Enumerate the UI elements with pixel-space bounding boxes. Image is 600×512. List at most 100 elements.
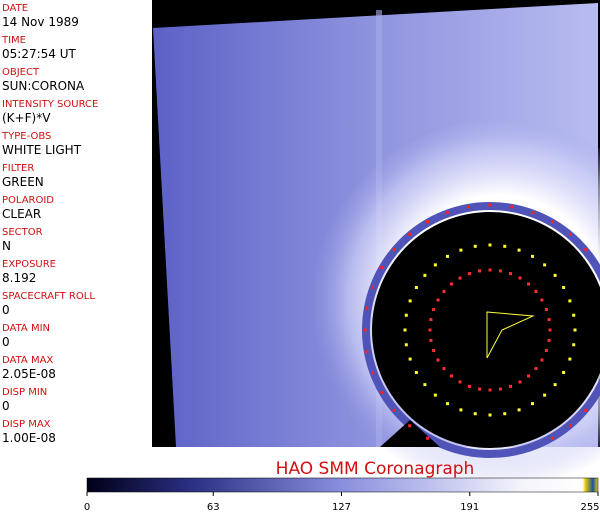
marker-dot — [432, 307, 436, 311]
marker-dot — [498, 387, 502, 391]
field-value: 05:27:54 UT — [2, 47, 76, 61]
marker-dot — [380, 391, 384, 394]
marker-dot — [547, 338, 551, 342]
marker-dot — [547, 318, 551, 322]
field-label: FILTER — [2, 163, 35, 174]
tick-label: 127 — [332, 502, 351, 512]
field-label: INTENSITY SOURCE — [2, 99, 99, 110]
marker-dot — [392, 248, 396, 252]
marker-dot — [408, 357, 412, 361]
marker-dot — [553, 383, 557, 387]
field-label: SECTOR — [2, 227, 43, 238]
marker-dot — [458, 380, 462, 384]
field-label: TIME — [2, 35, 27, 46]
marker-dot — [478, 269, 482, 273]
marker-dot — [404, 343, 408, 347]
marker-dot — [488, 388, 492, 392]
field-value: 1.00E-08 — [2, 431, 56, 445]
field-value: 0 — [2, 303, 10, 317]
marker-dot — [534, 367, 538, 371]
sector-outline — [486, 311, 535, 359]
marker-dot — [527, 282, 531, 286]
marker-dot — [449, 374, 453, 378]
marker-dot — [568, 299, 572, 303]
marker-dot — [408, 299, 412, 303]
marker-dot — [544, 349, 548, 353]
marker-dot — [365, 350, 369, 354]
marker-dot — [503, 244, 507, 248]
marker-dot — [446, 402, 449, 406]
marker-dot — [428, 328, 432, 332]
marker-dot — [498, 269, 502, 273]
marker-dot — [544, 307, 548, 311]
marker-dot — [543, 263, 547, 267]
marker-dot — [517, 248, 521, 252]
marker-dot — [584, 408, 588, 412]
colorbar — [86, 477, 599, 493]
field-value: 8.192 — [2, 271, 37, 285]
marker-dot — [442, 289, 446, 293]
marker-dot — [572, 313, 576, 317]
marker-dot — [426, 220, 429, 224]
marker-dot — [534, 289, 538, 293]
field-value: CLEAR — [2, 207, 42, 221]
field-value: SUN:CORONA — [2, 79, 85, 93]
marker-dot — [414, 371, 418, 374]
occulter — [372, 212, 600, 448]
marker-dot — [380, 266, 384, 269]
marker-dot — [433, 263, 437, 267]
marker-dot — [510, 205, 514, 209]
marker-dot — [423, 383, 427, 387]
marker-dot — [473, 412, 477, 416]
field-label: TYPE-OBS — [2, 131, 52, 142]
marker-dot — [371, 371, 375, 375]
marker-dot — [426, 436, 429, 440]
marker-dot — [445, 211, 449, 215]
marker-dot — [429, 338, 433, 342]
field-label: EXPOSURE — [2, 259, 57, 270]
field-label: DISP MIN — [2, 387, 48, 398]
field-label: SPACECRAFT ROLL — [2, 291, 95, 302]
marker-dot — [433, 393, 437, 397]
marker-dot — [540, 298, 544, 302]
field-value: N — [2, 239, 11, 253]
marker-dot — [392, 408, 396, 412]
marker-dot — [432, 349, 436, 353]
marker-dot — [467, 272, 471, 276]
field-value: WHITE LIGHT — [2, 143, 82, 157]
marker-dot — [488, 268, 492, 272]
marker-dot — [518, 276, 522, 280]
marker-dot — [429, 318, 433, 322]
marker-dot — [527, 374, 531, 378]
marker-dot — [449, 282, 453, 286]
occulter-arm — [380, 420, 440, 447]
tick-label: 63 — [207, 502, 220, 512]
marker-dot — [543, 393, 547, 397]
marker-dot — [518, 380, 522, 384]
marker-dot — [488, 413, 492, 417]
marker-dot — [572, 343, 576, 347]
info-panel: DATE 14 Nov 1989 TIME 05:27:54 UT OBJECT SUN:… — [0, 0, 150, 447]
marker-dot — [414, 286, 418, 289]
marker-dot — [562, 286, 566, 289]
marker-dot — [458, 276, 462, 280]
marker-dot — [473, 244, 477, 248]
marker-dot — [446, 254, 449, 258]
marker-dot — [436, 358, 440, 362]
field-label: DATA MAX — [2, 355, 54, 366]
field-value: 2.05E-08 — [2, 367, 56, 381]
field-label: DISP MAX — [2, 419, 51, 430]
marker-dot — [408, 424, 412, 428]
marker-dot — [531, 211, 535, 215]
marker-dot — [488, 203, 492, 207]
colorbar-axis: 0 63 127 191 255 — [84, 492, 600, 512]
marker-dot — [467, 384, 471, 388]
marker-dot — [584, 248, 588, 252]
marker-dot — [568, 357, 572, 361]
field-value: 14 Nov 1989 — [2, 15, 79, 29]
field-value: GREEN — [2, 175, 44, 189]
field-value: 0 — [2, 399, 10, 413]
overlay — [363, 203, 588, 440]
